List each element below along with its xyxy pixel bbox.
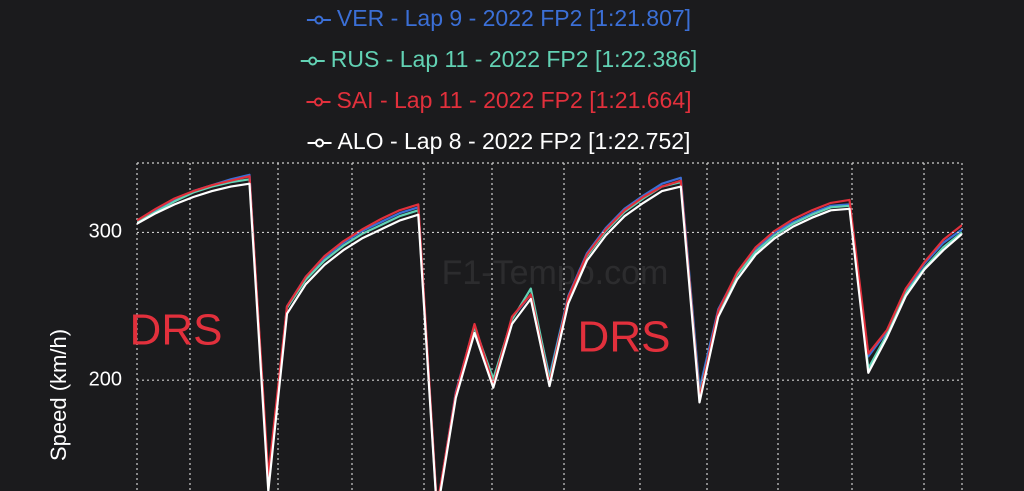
y-axis-label: Speed (km/h) [46,329,71,461]
speed-line [137,182,962,491]
legend-marker [308,56,318,66]
annotation: DRS [130,306,223,355]
legend-label: RUS - Lap 11 - 2022 FP2 [1:22.386] [331,46,698,72]
legend-marker [314,15,324,25]
legend-label: ALO - Lap 8 - 2022 FP2 [1:22.752] [338,128,691,154]
y-tick-label: 200 [89,368,122,390]
legend-marker [315,138,325,148]
watermark: F1-Tempo.com [442,254,669,292]
annotation: DRS [578,313,671,362]
legend-marker [313,97,323,107]
legend-label: SAI - Lap 11 - 2022 FP2 [1:21.664] [336,87,691,113]
y-tick-label: 300 [89,221,122,243]
legend-label: VER - Lap 9 - 2022 FP2 [1:21.807] [337,5,691,31]
